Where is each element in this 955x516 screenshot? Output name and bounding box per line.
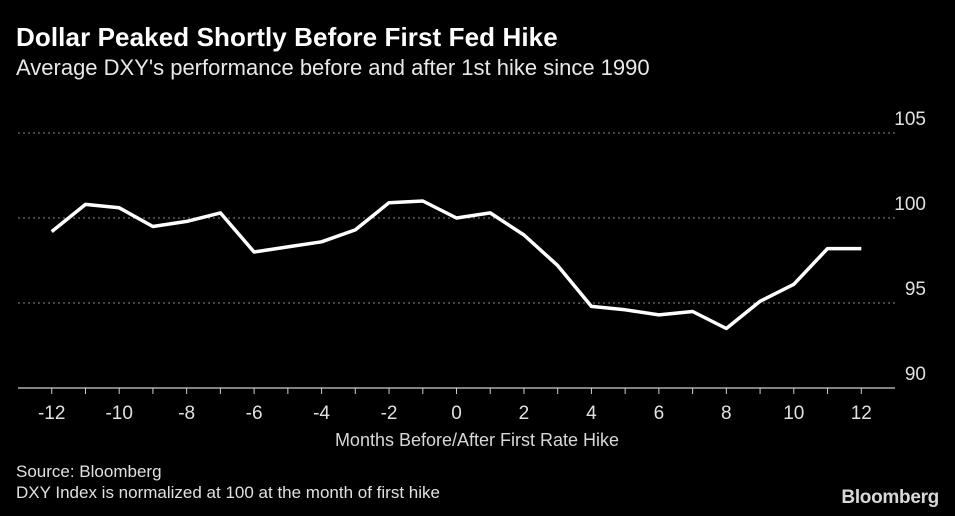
y-tick-label: 100 — [894, 194, 926, 215]
x-axis-label: Months Before/After First Rate Hike — [335, 430, 619, 450]
bloomberg-logo: Bloomberg — [841, 487, 939, 508]
source-text: Source: Bloomberg — [16, 462, 162, 481]
y-tick-label: 95 — [905, 279, 926, 300]
x-tick-label: 4 — [586, 403, 597, 424]
chart-title: Dollar Peaked Shortly Before First Fed H… — [16, 22, 558, 52]
line-chart: 90 95 100 105 -12 -10 -8 -6 -4 -2 0 2 4 6 8 10 12 Month… — [18, 109, 926, 450]
x-axis: -12 -10 -8 -6 -4 -2 0 2 4 6 8 10 12 — [18, 387, 895, 424]
x-tick-label: 10 — [783, 403, 804, 424]
series-line — [50, 199, 862, 331]
y-axis-tick-labels: 90 95 100 105 — [894, 109, 926, 385]
gridlines — [18, 132, 895, 304]
x-tick-label: -2 — [381, 403, 398, 424]
x-tick-label: -6 — [246, 403, 263, 424]
x-tick-label: 6 — [654, 403, 665, 424]
footer-source: Source: Bloomberg DXY Index is normalize… — [16, 461, 440, 503]
x-tick-label: -10 — [105, 403, 132, 424]
chart-subtitle: Average DXY's performance before and aft… — [16, 55, 650, 80]
x-tick-label: 8 — [721, 403, 732, 424]
x-tick-label: 2 — [519, 403, 530, 424]
series-layer — [50, 199, 862, 331]
x-tick-label: -12 — [38, 403, 65, 424]
y-tick-label: 105 — [894, 109, 926, 130]
x-tick-label: 0 — [451, 403, 462, 424]
y-tick-label: 90 — [905, 364, 926, 385]
x-tick-label: -4 — [313, 403, 330, 424]
note-text: DXY Index is normalized at 100 at the mo… — [16, 483, 440, 502]
x-tick-label: -8 — [178, 403, 195, 424]
x-tick-label: 12 — [851, 403, 872, 424]
